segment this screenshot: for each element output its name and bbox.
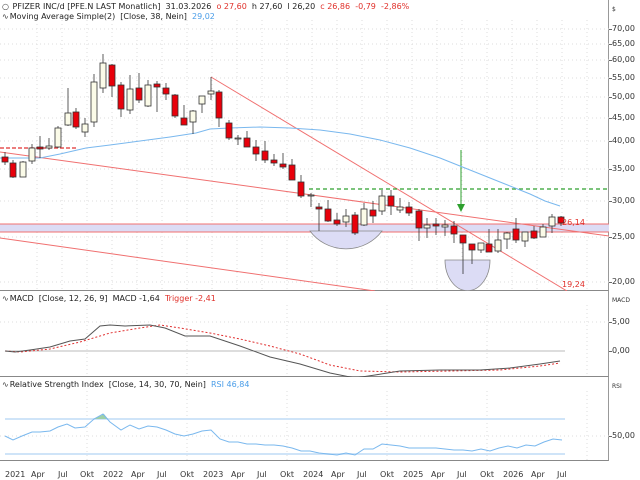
price-pane[interactable]: ○ PFIZER INC/d [PFE.N LAST Monatlich] 31…	[0, 0, 609, 291]
sma-params: [Close, 38, Nein]	[120, 12, 187, 21]
x-tick: Okt	[280, 470, 295, 479]
indicator-wave-icon: ∿	[2, 294, 9, 303]
price-tick: 70,00	[609, 24, 635, 33]
rsi-label: Relative Strength Index	[9, 380, 104, 389]
macd-tick: 0,00	[609, 346, 630, 355]
x-tick: Apr	[431, 470, 445, 479]
macd-trigger-value: Trigger -2,41	[164, 294, 216, 303]
support-zone	[0, 224, 609, 232]
macd-axis-title: MACD	[612, 297, 630, 304]
rsi-value: RSI 46,84	[211, 380, 250, 389]
change-value: -0,79	[355, 2, 376, 11]
x-tick: Apr	[31, 470, 45, 479]
quote-date: 31.03.2026	[165, 2, 212, 11]
macd-params: [Close, 12, 26, 9]	[38, 294, 108, 303]
price-tick: 65,00	[609, 39, 635, 48]
macd-label: MACD	[9, 294, 34, 303]
rsi-chart-canvas	[0, 391, 609, 461]
macd-trigger-line	[4, 324, 561, 373]
x-tick: Jul	[58, 470, 68, 479]
rsi-pane[interactable]: ∿Relative Strength Index [Close, 14, 30,…	[0, 377, 609, 461]
instrument-header: ○ PFIZER INC/d [PFE.N LAST Monatlich] 31…	[2, 2, 409, 12]
macd-line	[4, 324, 561, 377]
x-tick: 2022	[103, 470, 124, 479]
rsi-params: [Close, 14, 30, 70, Nein]	[108, 380, 206, 389]
trend-low-label: 19,24	[562, 280, 585, 289]
bottom-marker-2	[444, 259, 491, 291]
price-tick: 30,00	[609, 196, 635, 205]
price-tick: 35,00	[609, 164, 635, 173]
high-value: h 27,60	[251, 2, 283, 11]
down-arrow-icon	[457, 204, 465, 212]
rsi-tick: 50,00	[609, 431, 635, 440]
x-tick: Jul	[457, 470, 467, 479]
indicator-wave-icon: ∿	[2, 12, 9, 21]
bottom-marker-1	[309, 230, 383, 250]
price-axis[interactable]: $ 70,00 65,00 60,00 55,00 50,00 45,00 40…	[609, 0, 640, 291]
x-tick: Okt	[480, 470, 495, 479]
macd-chart-canvas	[0, 305, 609, 377]
price-tick: 45,00	[609, 113, 635, 122]
macd-value: MACD -1,64	[112, 294, 160, 303]
macd-axis[interactable]: MACD 5,00 0,00	[609, 291, 640, 377]
rsi-legend[interactable]: ∿Relative Strength Index [Close, 14, 30,…	[2, 380, 249, 390]
x-tick: Apr	[531, 470, 545, 479]
indicator-wave-icon: ∿	[2, 380, 9, 389]
long-trendline	[0, 151, 609, 237]
rsi-axis[interactable]: RSI 50,00	[609, 377, 640, 461]
macd-legend[interactable]: ∿MACD [Close, 12, 26, 9] MACD -1,64 Trig…	[2, 294, 216, 304]
price-axis-title: $	[612, 6, 616, 13]
lower-trendline	[0, 237, 376, 291]
open-value: o 27,60	[216, 2, 247, 11]
x-tick: 2024	[303, 470, 324, 479]
x-tick: 2021	[5, 470, 26, 479]
x-tick: Apr	[231, 470, 245, 479]
instrument-name: PFIZER INC/d [PFE.N LAST Monatlich]	[12, 2, 161, 11]
x-tick: 2026	[503, 470, 524, 479]
candles	[1, 54, 565, 274]
x-tick: Okt	[80, 470, 95, 479]
sma-value: 29,02	[191, 12, 215, 21]
price-tick: 55,00	[609, 73, 635, 82]
x-tick: Apr	[331, 470, 345, 479]
x-tick: Okt	[380, 470, 395, 479]
x-tick: Jul	[357, 470, 367, 479]
x-tick: Jul	[157, 470, 167, 479]
x-tick: 2025	[403, 470, 424, 479]
x-tick: 2023	[203, 470, 224, 479]
close-value: c 26,86	[320, 2, 351, 11]
price-tick: 25,00	[609, 232, 635, 241]
x-tick: Jul	[557, 470, 567, 479]
macd-tick: 5,00	[609, 317, 630, 326]
price-tick: 40,00	[609, 136, 635, 145]
support-label: 26,14	[562, 218, 585, 227]
x-tick: Apr	[131, 470, 145, 479]
sma-legend[interactable]: ∿Moving Average Simple(2) [Close, 38, Ne…	[2, 12, 215, 22]
circle-ticker-icon: ○	[2, 2, 9, 11]
rsi-line	[4, 413, 563, 456]
price-chart-canvas	[0, 20, 609, 291]
sma-line	[0, 126, 561, 207]
macd-pane[interactable]: ∿MACD [Close, 12, 26, 9] MACD -1,64 Trig…	[0, 291, 609, 377]
price-tick: 20,00	[609, 277, 635, 286]
rsi-axis-title: RSI	[612, 383, 622, 390]
price-tick: 60,00	[609, 55, 635, 64]
sma-label: Moving Average Simple(2)	[9, 12, 116, 21]
change-percent: -2,86%	[380, 2, 410, 11]
low-value: l 26,20	[287, 2, 316, 11]
x-tick: Okt	[180, 470, 195, 479]
x-tick: Jul	[257, 470, 267, 479]
falling-trendline	[210, 76, 568, 291]
price-tick: 50,00	[609, 92, 635, 101]
